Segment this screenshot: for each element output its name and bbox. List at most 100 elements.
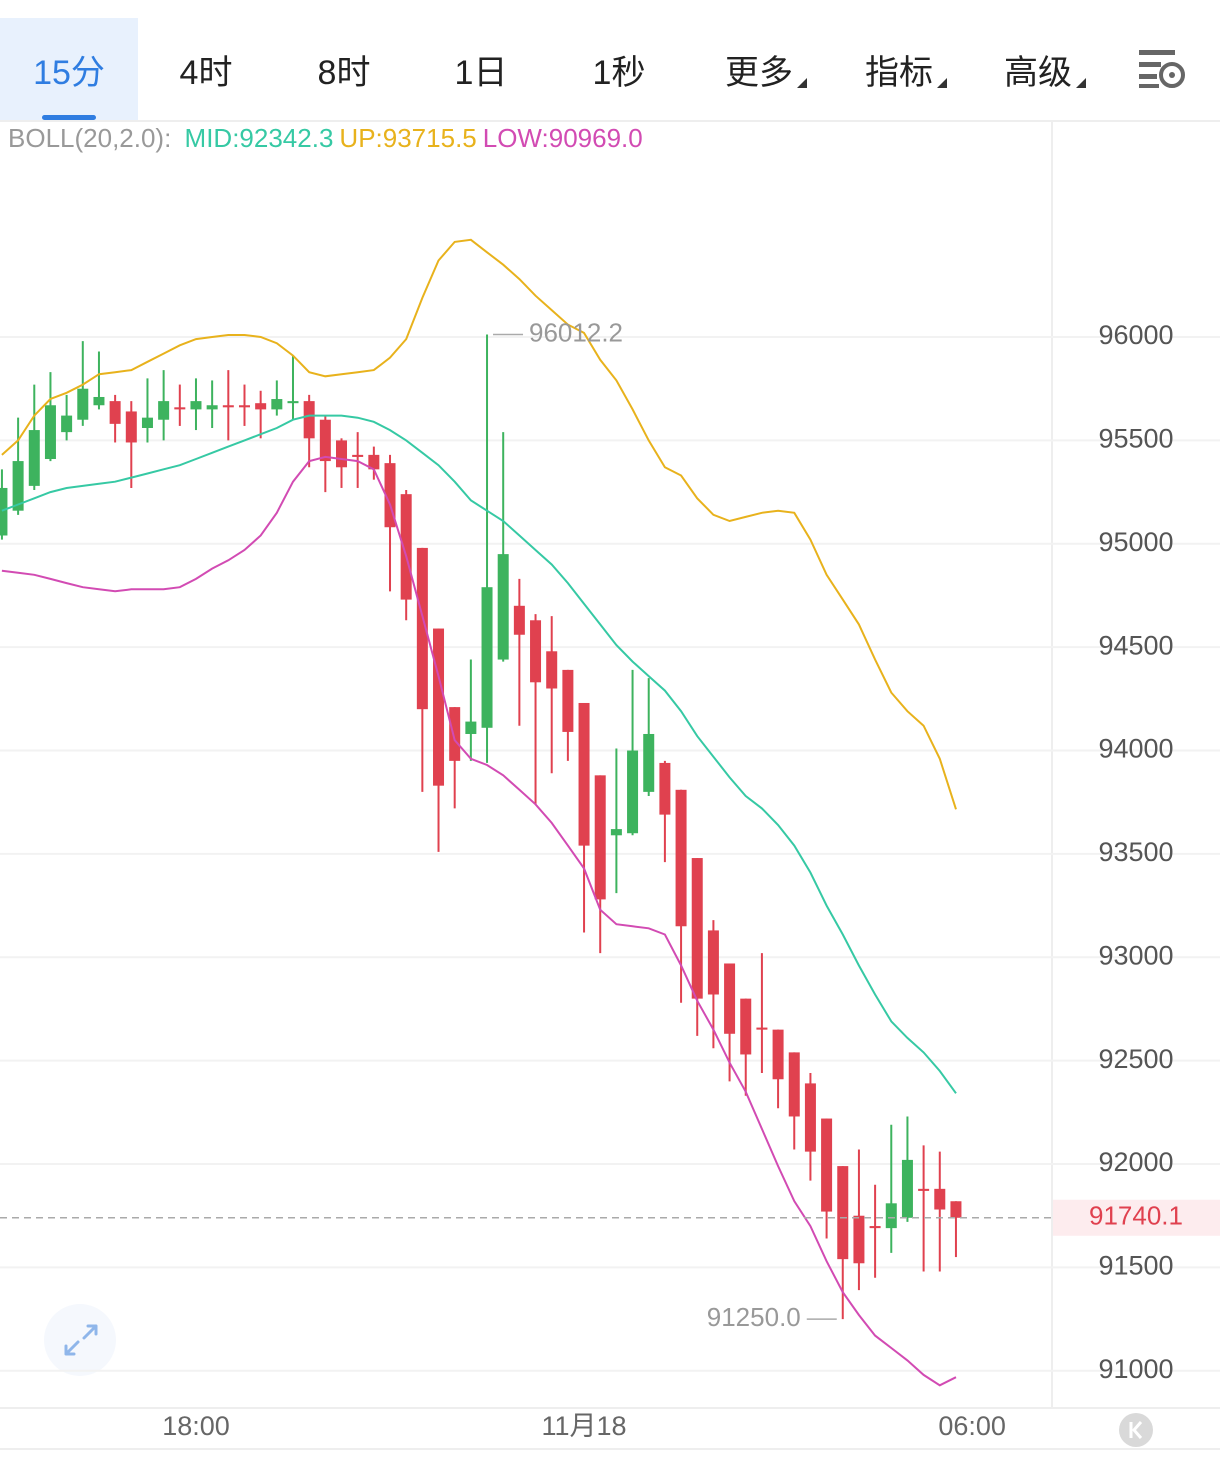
candle-body: [610, 829, 622, 836]
candle-body: [934, 1188, 946, 1210]
candle-body: [352, 454, 364, 457]
candle-body: [141, 417, 153, 428]
tab[interactable]: 1秒: [592, 53, 646, 92]
x-tick-label: 11月18: [542, 1411, 627, 1441]
candle-body: [190, 401, 202, 410]
candle-body: [109, 401, 121, 424]
candle-body: [368, 454, 380, 470]
last-price-bg: [1053, 1199, 1220, 1236]
boll-line: [1, 414, 957, 1094]
settings-bar[interactable]: [1139, 62, 1161, 67]
y-tick-label: 96000: [1098, 320, 1173, 350]
candle-body: [869, 1226, 881, 1229]
y-tick-label: 94000: [1098, 734, 1173, 764]
tab[interactable]: 更多: [725, 53, 793, 92]
candle-body: [28, 430, 40, 486]
candle-body: [643, 733, 655, 792]
candle-body: [497, 554, 509, 660]
plot: [0, 238, 1220, 1387]
indicator-name: BOLL(20,2.0):: [8, 123, 172, 153]
settings-bar[interactable]: [1139, 74, 1157, 79]
candle-body: [271, 399, 283, 410]
candle-body: [804, 1083, 816, 1152]
candle-body: [158, 401, 170, 420]
candle-body: [222, 405, 234, 408]
candle-body: [821, 1118, 833, 1212]
candle-body: [788, 1052, 800, 1117]
legend-entry: MID:92342.3: [184, 123, 334, 153]
candle-body: [465, 721, 477, 734]
min-label: 91250.0: [707, 1302, 801, 1332]
expand-button[interactable]: [44, 1304, 116, 1376]
candle-body: [659, 762, 671, 815]
y-tick-label: 94500: [1098, 630, 1173, 660]
candle-body: [740, 998, 752, 1055]
candle-body: [287, 401, 299, 404]
candle-body: [772, 1029, 784, 1080]
candle-body: [303, 401, 315, 439]
legend-entry: UP:93715.5: [339, 123, 477, 153]
tab[interactable]: 指标: [865, 53, 933, 92]
tab[interactable]: 1日: [454, 53, 508, 92]
candle-body: [206, 405, 218, 410]
candle-body: [238, 405, 250, 408]
expand-icon[interactable]: [64, 1324, 98, 1356]
candle-body: [319, 419, 331, 462]
candle-body: [416, 547, 428, 710]
settings-bar[interactable]: [1139, 50, 1175, 55]
candle-body: [627, 750, 639, 834]
candle-body: [530, 620, 542, 683]
candle-body: [481, 587, 493, 728]
boll-line: [1, 238, 957, 810]
tab[interactable]: 4时: [179, 53, 233, 92]
y-tick-label: 93500: [1098, 837, 1173, 867]
candle-body: [44, 405, 56, 460]
candle-body: [255, 403, 267, 410]
expand-button-bg[interactable]: [44, 1304, 116, 1376]
candle-body: [12, 461, 24, 511]
candle-body: [125, 411, 137, 443]
tab[interactable]: 高级: [1004, 53, 1072, 92]
candle-body: [93, 396, 105, 406]
candle-body: [707, 930, 719, 995]
candle-body: [691, 858, 703, 999]
settings-bar[interactable]: [1139, 84, 1159, 88]
candle-body: [837, 1166, 849, 1260]
candle-body: [0, 487, 8, 536]
candle-body: [449, 707, 461, 761]
collapse-button-bg[interactable]: [1119, 1413, 1153, 1447]
settings-gear[interactable]: [1159, 62, 1185, 88]
dropdown-arrow[interactable]: [937, 78, 947, 88]
candle-body: [918, 1188, 930, 1191]
candle-body: [433, 628, 445, 786]
collapse-button[interactable]: [1119, 1413, 1153, 1447]
tab[interactable]: 15分: [0, 18, 138, 120]
candle-body: [336, 440, 348, 468]
indicator-legend: BOLL(20,2.0): MID:92342.3 UP:93715.5 LOW:9…: [8, 120, 649, 156]
candle-body: [950, 1201, 962, 1218]
y-tick-label: 91500: [1098, 1251, 1173, 1281]
candle-body: [901, 1159, 913, 1218]
y-tick-label: 91000: [1098, 1354, 1173, 1384]
candle-body: [594, 775, 606, 900]
candle-body: [562, 669, 574, 732]
y-tick-label: 95500: [1098, 424, 1173, 454]
max-label: 96012.2: [529, 317, 623, 347]
dropdown-arrow[interactable]: [1076, 78, 1086, 88]
toolbar: 15分 4时 8时 1日 1秒 更多 指标 高级: [0, 18, 1220, 120]
boll-line: [1, 455, 957, 1387]
candle-body: [578, 702, 590, 846]
candle-body: [174, 407, 186, 410]
settings-gear-center[interactable]: [1169, 72, 1175, 78]
x-tick-label: 06:00: [938, 1411, 1006, 1441]
legend-entry: LOW:90969.0: [482, 123, 643, 153]
dropdown-arrow[interactable]: [797, 78, 807, 88]
candle-body: [724, 963, 736, 1034]
collapse-icon[interactable]: [1129, 1421, 1143, 1439]
y-tick-label: 92000: [1098, 1147, 1173, 1177]
candle-body: [546, 651, 558, 689]
candle-body: [61, 415, 73, 433]
tab[interactable]: 8时: [317, 53, 371, 92]
settings-button[interactable]: [1134, 42, 1194, 102]
candle-body: [853, 1215, 865, 1264]
